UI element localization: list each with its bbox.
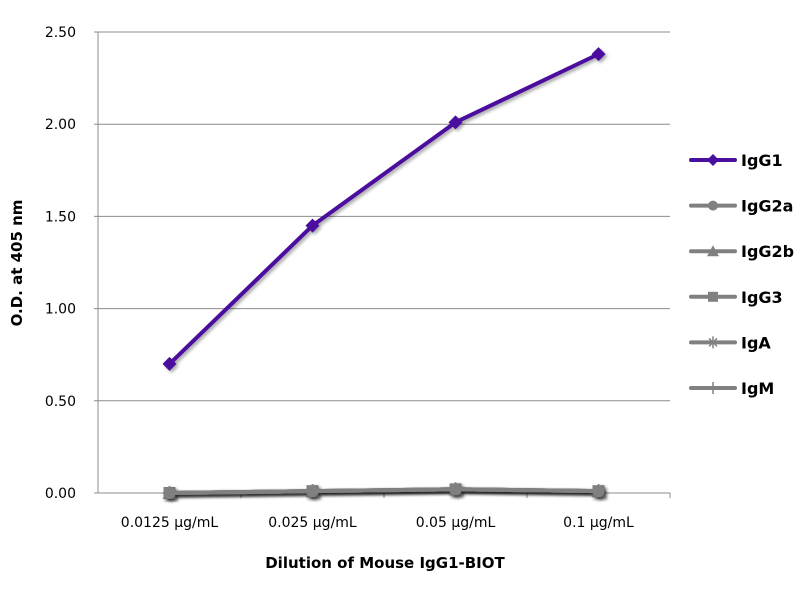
data-point — [162, 356, 177, 371]
data-point — [708, 200, 718, 211]
legend-label: IgG2b — [741, 242, 794, 261]
legend-item-igg3: IgG3 — [689, 288, 783, 307]
data-point — [306, 485, 319, 498]
data-point — [163, 487, 176, 499]
series-line — [168, 52, 600, 366]
x-tick-label: 0.025 µg/mL — [268, 515, 357, 531]
legend-label: IgG1 — [741, 151, 783, 170]
y-tick-label: 1.50 — [45, 209, 76, 225]
legend-label: IgA — [741, 333, 771, 352]
legend-label: IgG3 — [741, 288, 783, 307]
x-tick-label: 0.0125 µg/mL — [121, 515, 219, 531]
legend-item-iga: IgA — [689, 333, 771, 352]
legend-item-igg2b: IgG2b — [689, 242, 794, 261]
legend-label: IgM — [741, 379, 774, 398]
data-point — [708, 291, 718, 302]
series-line — [169, 487, 599, 495]
data-point — [448, 115, 463, 130]
legend-item-igm: IgM — [689, 379, 774, 398]
data-point — [707, 154, 719, 166]
data-point — [449, 483, 462, 496]
x-tick-label: 0.05 µg/mL — [416, 515, 496, 531]
y-tick-label: 0.00 — [45, 486, 76, 502]
y-tick-label: 2.50 — [45, 25, 76, 41]
data-point — [591, 47, 606, 62]
series-igg2a — [163, 483, 605, 499]
data-point — [592, 485, 605, 498]
x-tick-label: 0.1 µg/mL — [563, 515, 634, 531]
x-axis-label: Dilution of Mouse IgG1-BIOT — [265, 554, 505, 572]
y-axis-label: O.D. at 405 nm — [8, 200, 26, 327]
y-tick-label: 2.00 — [45, 117, 76, 133]
y-tick-label: 1.00 — [45, 302, 76, 318]
data-point — [707, 336, 719, 349]
legend-label: IgG2a — [741, 197, 793, 216]
data-point — [305, 218, 320, 233]
legend-item-igg2a: IgG2a — [689, 197, 793, 216]
data-point — [707, 245, 719, 257]
legend-item-igg1: IgG1 — [689, 151, 783, 170]
y-tick-label: 0.50 — [45, 394, 76, 410]
series-igg1 — [162, 47, 606, 371]
